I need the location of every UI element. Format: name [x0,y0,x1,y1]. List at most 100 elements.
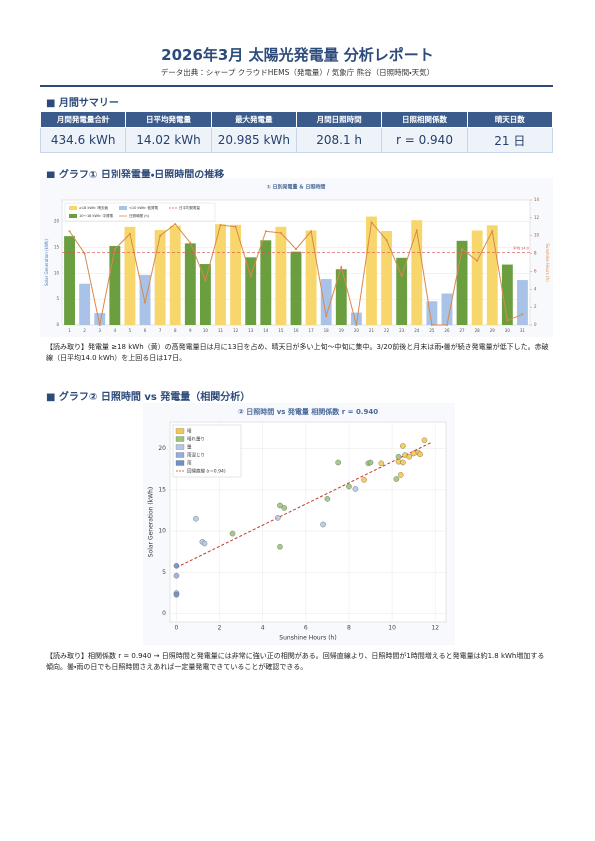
chart-note: 【読み取り】相関係数 r = 0.940 → 日照時間と発電量には非常に強い正の… [46,652,545,671]
scatter-point [193,515,199,522]
x-tick-label: 31 [520,328,526,333]
x-tick-label: 2 [83,328,86,333]
y2-tick-label: 4 [534,286,537,291]
x-tick-label: 7 [159,328,162,333]
sunshine-point [68,230,71,233]
scatter-point [397,472,404,478]
legend-label: 晴 [187,428,192,435]
sunshine-point [98,324,101,326]
scatter-point [335,459,341,466]
legend-box [172,424,242,478]
column-header: 日照相関係数 [381,111,468,128]
scatter-point [229,530,236,537]
y2-tick-label: 14 [534,197,540,202]
header-row: 月間発電量合計 日平均発電量 最大発電量 月間日照時間 日照相関係数 晴天日数 [39,111,554,128]
bar [139,274,151,325]
y2-tick-label: 6 [534,268,537,273]
legend-box [64,202,216,222]
bar [169,225,181,325]
scatter-point [277,502,283,509]
x-tick-label: 8 [174,328,177,333]
bar [94,313,106,325]
sunshine-point [506,319,509,322]
x-tick-label: 25 [429,328,435,333]
x-tick-label: 11 [218,328,224,333]
bar [109,245,121,325]
column-header: 日平均発電量 [125,111,212,128]
x-tick-label: 12 [431,625,439,632]
sunshine-point [83,252,86,255]
bar [381,230,393,325]
scatter-point [361,477,367,483]
summary-value: 21 日 [466,127,554,153]
bar [396,257,408,325]
bar [441,293,453,325]
sunshine-point [174,223,177,226]
summary-value: 20.985 kWh [210,127,297,153]
sunshine-point [204,279,207,282]
bar [411,220,423,325]
sunshine-point [415,229,418,232]
legend-swatch [69,206,77,210]
x-tick-label: 4 [114,328,117,333]
column-header: 月間日照時間 [295,111,383,128]
x-tick-label: 2 [218,625,222,632]
scatter-point [173,591,180,598]
bar [245,257,257,325]
report-source: データ出典：シャープ クラウドHEMS（発電量）/ 気象庁 熊谷（日照時間・天気… [160,68,435,77]
x-tick-label: 12 [233,328,239,333]
summary-table: 月間発電量合計 日平均発電量 最大発電量 月間日照時間 日照相関係数 晴天日数 … [39,111,554,153]
x-axis-label: Sunshine Hours (h) [279,635,336,642]
legend-label: ≥18 kWh: 晴天級 [79,205,108,210]
legend-label: 10〜18 kWh: 中発電 [79,213,114,218]
scatter-point [400,459,406,466]
y-tick-label: 5 [56,296,59,301]
y2-tick-label: 2 [534,304,537,309]
x-tick-label: 30 [505,328,511,333]
x-tick-label: 10 [388,625,396,632]
scatter-point [400,443,406,449]
sunshine-point [521,313,524,316]
sunshine-point [144,301,147,304]
sunshine-point [430,324,433,326]
y2-tick-label: 0 [534,322,537,327]
x-tick-label: 18 [324,328,330,333]
x-tick-label: 23 [399,328,405,333]
x-tick-label: 6 [304,625,308,632]
legend-swatch [175,428,185,434]
scatter-point [395,453,402,460]
sunshine-point [264,230,267,233]
legend-swatch [175,452,185,458]
y-tick-label: 0 [162,610,166,617]
bar [184,243,196,325]
bar [230,224,242,325]
legend-label: <10 kWh: 低発電 [129,205,158,210]
y-tick-label: 20 [54,219,60,224]
x-tick-label: 19 [339,328,345,333]
legend-label: 回帰直線 (r=0.94) [187,468,226,475]
bar [426,301,438,325]
scatter-point [352,486,359,492]
x-tick-label: 20 [354,328,360,333]
scatter-point [275,515,281,521]
sunshine-point [325,315,328,318]
x-tick-label: 21 [369,328,375,333]
x-tick-label: 13 [248,328,254,333]
sunshine-point [113,248,116,251]
legend-swatch [175,444,185,450]
scatter-chart: ② 日照時間 vs 発電量 相関係数 r = 0.940 0 5 10 15 20 0 2 4 6… [143,403,455,645]
bar [366,216,377,325]
y2-tick-label: 10 [534,233,540,238]
x-tick-label: 24 [414,328,420,333]
x-tick-label: 9 [189,328,192,333]
bar [335,269,347,325]
sunshine-point [249,274,252,277]
chart-title: ② 日照時間 vs 発電量 相関係数 r = 0.940 [238,407,378,416]
sunshine-point [279,232,282,235]
bar [305,230,317,325]
scatter-point [320,521,326,528]
x-tick-label: 26 [444,328,450,333]
y-tick-label: 0 [56,322,59,327]
sunshine-point [128,232,131,235]
y2-tick-label: 12 [534,215,540,220]
